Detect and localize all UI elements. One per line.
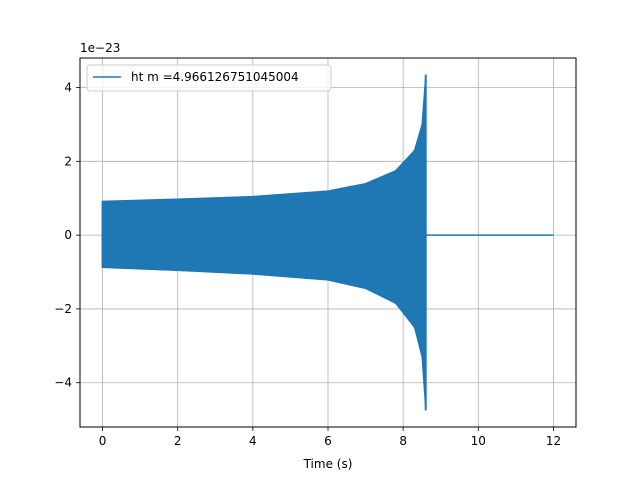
- x-tick-label: 8: [399, 434, 407, 448]
- legend-entry-label: ht m =4.966126751045004: [131, 70, 299, 84]
- series-oscillation-band: [102, 74, 427, 411]
- legend-box: [86, 64, 332, 92]
- plot-data: [101, 74, 554, 411]
- x-tick-label: 0: [99, 434, 107, 448]
- y-offset-label: 1e−23: [80, 41, 120, 55]
- x-tick-label: 10: [471, 434, 486, 448]
- y-tick-label: 0: [64, 228, 72, 242]
- x-tick-label: 12: [546, 434, 561, 448]
- tick-layer: 0 2 4 6 8 10 12 −4 −2 0 2 4: [54, 81, 561, 448]
- y-tick-label: −4: [54, 376, 72, 390]
- y-tick-label: −2: [54, 302, 72, 316]
- legend: ht m =4.966126751045004: [86, 64, 332, 92]
- x-tick-label: 2: [174, 434, 182, 448]
- y-tick-label: 4: [64, 81, 72, 95]
- y-tick-label: 2: [64, 154, 72, 168]
- x-tick-label: 6: [324, 434, 332, 448]
- x-axis-label: Time (s): [303, 457, 353, 471]
- x-tick-label: 4: [249, 434, 257, 448]
